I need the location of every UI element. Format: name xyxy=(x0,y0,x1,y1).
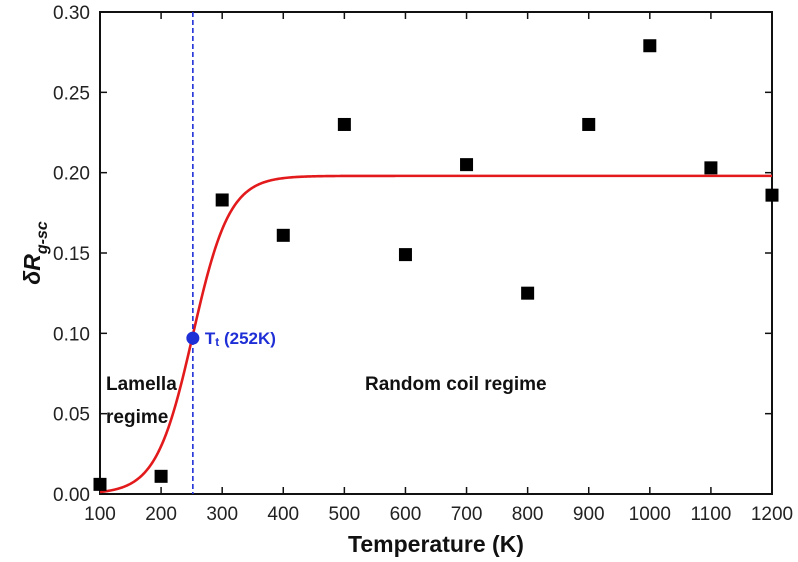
data-point xyxy=(93,477,107,491)
x-tick-label: 700 xyxy=(451,504,483,525)
fit-curve xyxy=(99,174,772,494)
data-point xyxy=(765,188,779,202)
x-tick-label: 100 xyxy=(84,504,116,525)
transition-label-rest: (252K) xyxy=(219,329,276,348)
annotation-random-coil: Random coil regime xyxy=(365,374,547,395)
y-axis-title-main: δR xyxy=(19,254,45,285)
data-point xyxy=(154,469,168,483)
data-point xyxy=(460,158,474,172)
data-point xyxy=(337,117,351,131)
data-point xyxy=(521,286,535,300)
fit-layer xyxy=(99,174,772,494)
data-point xyxy=(704,161,718,175)
plot-area: 100 200 300 400 500 600 700 800 900 1000 1100 1200 0… xyxy=(53,3,793,525)
x-tick-label: 800 xyxy=(512,504,544,525)
transition-layer: Tt (252K) xyxy=(186,12,276,494)
x-axis-title: Temperature (K) xyxy=(348,531,524,557)
data-point xyxy=(215,193,229,207)
y-tick-label: 0.20 xyxy=(53,164,90,185)
y-tick-label: 0.05 xyxy=(53,405,90,426)
y-tick-label: 0.30 xyxy=(53,3,90,24)
transition-label-sub: t xyxy=(215,335,219,349)
data-point xyxy=(276,228,290,242)
points-layer xyxy=(93,39,779,491)
data-point xyxy=(582,117,596,131)
x-tick-label: 900 xyxy=(573,504,605,525)
x-tick-label: 500 xyxy=(329,504,361,525)
plot-frame xyxy=(99,11,773,495)
y-axis-title-sub: g-sc xyxy=(34,221,51,255)
ticks-layer: 100 200 300 400 500 600 700 800 900 1000 1100 1200 0… xyxy=(53,3,793,525)
x-tick-label: 200 xyxy=(145,504,177,525)
y-tick-label: 0.00 xyxy=(53,485,90,506)
y-tick-label: 0.10 xyxy=(53,324,90,345)
y-axis-title: δRg-sc xyxy=(19,221,51,285)
transition-point xyxy=(186,331,200,345)
x-tick-label: 1000 xyxy=(629,504,671,525)
data-point xyxy=(643,39,657,53)
transition-label: Tt (252K) xyxy=(205,329,276,349)
annotation-lamella-line1: Lamella xyxy=(106,374,177,395)
y-tick-label: 0.25 xyxy=(53,83,90,104)
x-tick-label: 1100 xyxy=(690,504,731,525)
x-tick-label: 300 xyxy=(206,504,238,525)
x-tick-label: 1200 xyxy=(751,504,793,525)
annotation-lamella-line2: regime xyxy=(106,407,168,428)
x-tick-label: 400 xyxy=(267,504,299,525)
transition-label-main: T xyxy=(205,329,216,348)
y-tick-label: 0.15 xyxy=(53,244,90,265)
x-tick-label: 600 xyxy=(390,504,422,525)
data-point xyxy=(398,248,412,262)
